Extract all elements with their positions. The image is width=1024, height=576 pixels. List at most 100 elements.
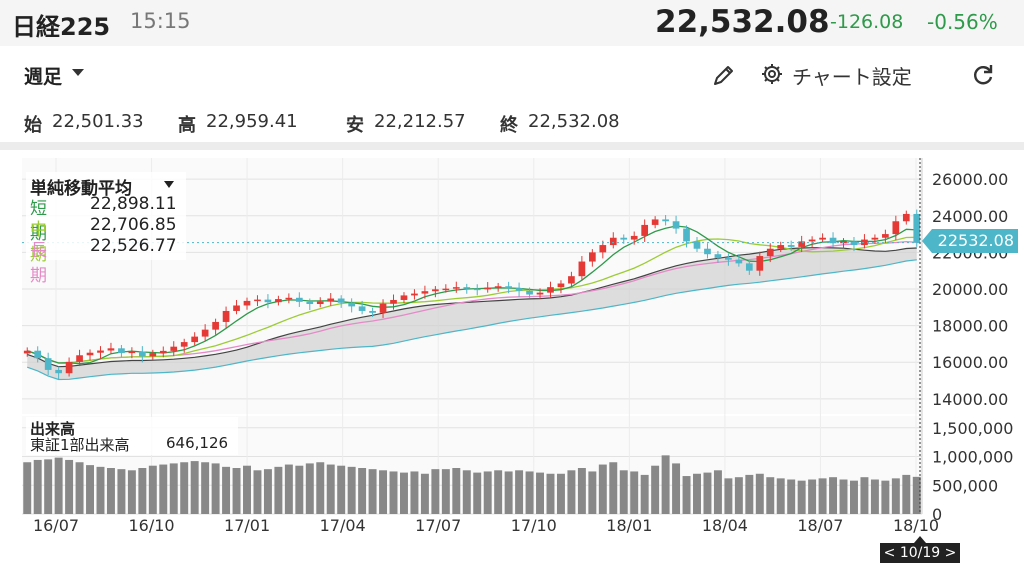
candle-down [473,288,481,291]
x-tick-label: 17/04 [320,516,366,535]
candle-down [704,248,711,255]
candle-up [902,213,910,222]
candle-up [599,245,607,253]
candle-up [871,237,879,240]
candle-up [212,321,219,330]
price-tick-label: 24000.00 [932,207,1008,226]
volume-bar [724,478,733,514]
cloud-lagging-line [27,259,917,381]
ma-short-line [26,225,917,365]
candle-up [819,237,826,240]
candle-up [97,350,104,353]
moving-average-legend[interactable]: 単純移動平均 短期 22,898.11 中期 22,706.85 長期 22,5… [26,172,186,286]
candle-up [327,298,335,302]
ma-mid-label: 中期 [30,220,47,265]
volume-bar [452,468,461,514]
volume-bar [651,465,660,514]
candle-up [379,303,387,313]
x-tick-label: 18/04 [702,516,748,535]
x-tick-label: 16/10 [129,516,175,535]
candle-down [118,348,125,354]
gear-icon[interactable] [760,62,784,86]
candle-up [275,299,282,303]
candle-up [630,235,638,240]
candle-up [766,248,774,257]
candle-down [735,259,743,264]
candle-up [777,245,785,249]
price-change-percent: -0.56% [927,10,998,34]
candle-up [180,342,188,347]
candle-up [191,336,199,343]
x-tick-label: 16/07 [33,516,79,535]
volume-bar [536,472,544,514]
candle-up [76,355,83,362]
candle-up [65,361,73,374]
volume-bar [546,473,555,514]
volume-bar [839,479,848,514]
volume-series-label: 東証1部出来高 [30,436,130,454]
volume-bar [284,464,293,514]
x-tick-label: 18/01 [606,516,652,535]
candle-up [390,299,397,304]
candle-down [913,213,921,243]
candle-up [411,293,418,296]
candle-up [651,219,659,225]
volume-bar [222,466,231,514]
volume-bar [598,464,607,514]
volume-bar [138,468,147,514]
ma-mid-line [26,236,917,364]
open-label: 始 [24,115,42,136]
close-label: 終 [500,115,518,136]
volume-bar [274,466,283,514]
candle-down [369,310,376,313]
caret-down-icon[interactable] [72,69,84,76]
candle-up [892,221,900,235]
volume-tick-label: 0 [932,505,942,524]
section-divider [0,142,1024,150]
candle-down [463,287,471,289]
candle-down [714,254,722,258]
close-value: 22,532.08 [528,111,620,132]
candle-up [882,234,889,238]
candle-up [557,283,565,288]
volume-bar [326,464,335,514]
period-selector[interactable]: 週足 [24,66,63,88]
volume-bar [243,465,251,514]
caret-down-icon[interactable] [164,181,174,188]
candle-up [808,239,816,242]
volume-bar [588,471,597,514]
volume-bar [902,474,911,514]
candle-down [348,302,355,307]
volume-bar [23,462,32,514]
pencil-icon[interactable] [711,62,737,88]
volume-bar [211,463,220,514]
candle-up [128,351,136,354]
volume-bar [891,478,900,514]
candle-up [400,295,408,300]
volume-bar [881,480,890,514]
candle-up [641,224,649,236]
candle-up [536,292,544,295]
volume-bar [860,477,869,514]
candle-down [620,237,628,240]
volume-bar [54,457,63,514]
candle-up [201,329,209,337]
refresh-icon[interactable] [970,62,996,88]
volume-bar [912,476,921,514]
x-tick-label: 17/10 [511,516,557,535]
volume-bar [337,465,346,514]
ma-long-value: 22,526.77 [90,236,177,256]
ticker-name: 日経225 [12,13,111,41]
volume-bar [462,470,471,514]
candle-up [86,352,94,356]
candle-up [107,348,115,351]
candle-up [484,287,492,290]
volume-bar [263,469,272,514]
cursor-date-selector[interactable]: < 10/19 > [880,543,960,563]
candle-up [285,297,293,300]
candle-down [683,228,690,242]
chart-settings-button[interactable]: チャート設定 [792,65,912,89]
candle-down [44,358,52,370]
price-tick-label: 18000.00 [932,317,1008,336]
candle-down [337,298,345,303]
